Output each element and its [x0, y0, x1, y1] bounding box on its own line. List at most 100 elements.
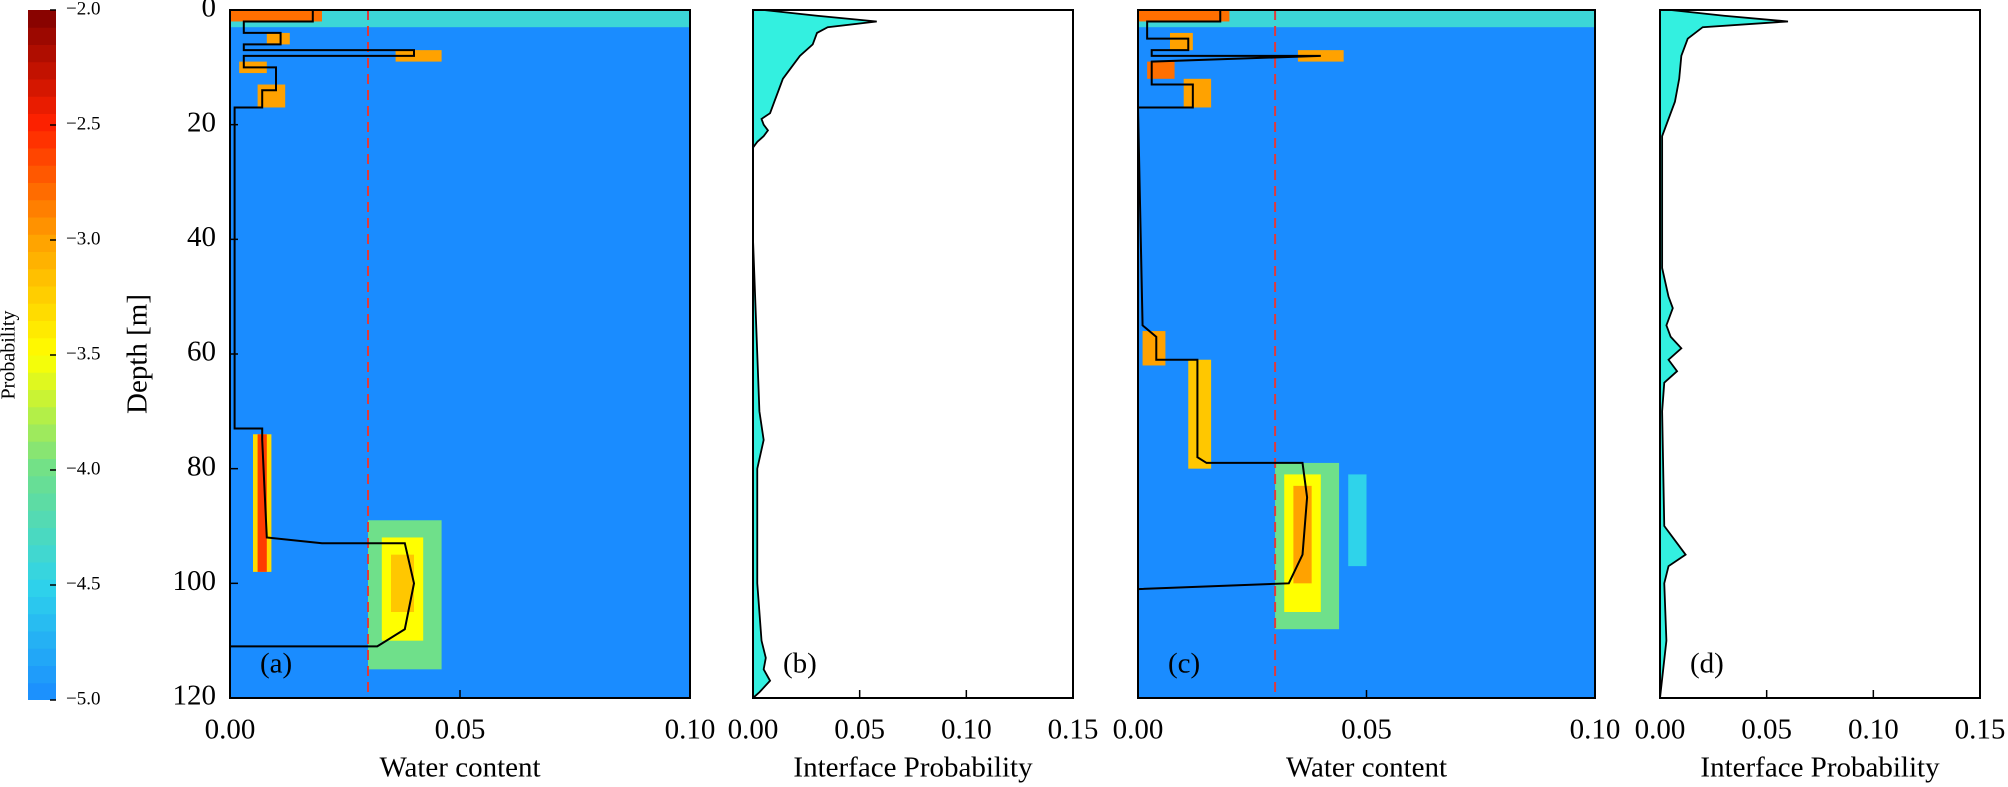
colorbar-segment — [28, 510, 56, 528]
y-tick-label: 100 — [173, 565, 217, 597]
x-axis-label: Water content — [379, 752, 540, 784]
colorbar-segment — [28, 682, 56, 700]
colorbar-segment — [28, 27, 56, 45]
colorbar-segment — [28, 579, 56, 597]
interface-probability-area — [753, 10, 877, 698]
colorbar-segment — [28, 199, 56, 218]
colorbar-segment — [28, 320, 56, 339]
interface-probability-area — [1660, 10, 1789, 698]
x-tick-label: 0.15 — [1955, 714, 2006, 746]
x-axis-label: Interface Probability — [793, 752, 1033, 784]
colorbar-segment — [28, 648, 56, 666]
colorbar-segment — [28, 113, 56, 132]
plot-area — [28, 10, 56, 700]
x-tick-label: 0.10 — [941, 714, 992, 746]
x-axis-label: Interface Probability — [1700, 752, 1940, 784]
heatmap-cell — [1188, 359, 1212, 469]
colorbar-segment — [28, 665, 56, 684]
heatmap-cell — [1147, 61, 1175, 79]
colorbar-segment — [28, 527, 56, 546]
colorbar-segment — [28, 303, 56, 321]
panel-label: (a) — [260, 648, 292, 680]
y-tick-label: 120 — [173, 680, 217, 712]
heatmap-cell — [1293, 485, 1312, 584]
colorbar-segment — [28, 96, 56, 114]
x-tick-label: 0.10 — [1848, 714, 1899, 746]
plot-area — [1138, 10, 1595, 698]
plot-area — [1660, 10, 1789, 698]
colorbar-segment — [28, 337, 56, 356]
x-tick-label: 0.05 — [435, 714, 486, 746]
frame — [1659, 9, 1981, 699]
x-tick-label: 0.10 — [665, 714, 716, 746]
colorbar-segment — [28, 596, 56, 615]
x-tick-label: 0.00 — [1635, 714, 1686, 746]
colorbar-segment — [28, 475, 56, 494]
panel-label: (b) — [783, 648, 817, 680]
y-tick-label: 20 — [187, 106, 216, 138]
x-tick-label: 0.15 — [1048, 714, 1099, 746]
x-tick-label: 0.05 — [1741, 714, 1792, 746]
colorbar-segment — [28, 234, 56, 252]
colorbar-segment — [28, 165, 56, 183]
x-axis-label: Water content — [1286, 752, 1447, 784]
heatmap-cell — [1169, 32, 1193, 51]
heatmap-background — [1138, 10, 1595, 698]
colorbar-segment — [28, 44, 56, 63]
plot-area — [753, 10, 877, 698]
y-tick-label: 80 — [187, 450, 216, 482]
colorbar-segment — [28, 10, 56, 28]
colorbar-segment — [28, 544, 56, 563]
colorbar-segment — [28, 406, 56, 425]
median-profile — [1138, 10, 1321, 591]
colorbar-segment — [28, 286, 56, 304]
heatmap-cell — [1138, 10, 1595, 28]
frame — [752, 9, 1074, 699]
colorbar-segment — [28, 61, 56, 80]
heatmap-background — [230, 10, 690, 698]
heatmap-cell — [391, 554, 414, 612]
plot-area — [230, 10, 690, 698]
colorbar-segment — [28, 631, 56, 649]
heatmap-cell — [230, 10, 322, 22]
heatmap-cell — [1348, 474, 1367, 567]
colorbar-label: Probability — [0, 311, 20, 400]
colorbar-segment — [28, 441, 56, 459]
colorbar-segment — [28, 458, 56, 477]
tick-label: −3.5 — [66, 343, 100, 364]
y-axis-label: Depth [m] — [122, 294, 154, 414]
colorbar-segment — [28, 372, 56, 390]
tick-label: −4.0 — [66, 458, 100, 479]
colorbar-segment — [28, 613, 56, 632]
x-tick-label: 0.00 — [1113, 714, 1164, 746]
heatmap-cell — [395, 50, 442, 62]
y-tick-label: 60 — [187, 336, 216, 368]
heatmap-cell — [257, 434, 267, 572]
x-tick-label: 0.00 — [205, 714, 256, 746]
colorbar-segment — [28, 79, 56, 97]
median-profile — [230, 10, 416, 648]
colorbar-segment — [28, 562, 56, 580]
colorbar-segment — [28, 355, 56, 373]
tick-label: −2.5 — [66, 113, 100, 134]
colorbar-segment — [28, 493, 56, 511]
x-tick-label: 0.10 — [1570, 714, 1621, 746]
heatmap-cell — [1138, 10, 1230, 22]
x-tick-label: 0.05 — [1341, 714, 1392, 746]
colorbar-segment — [28, 251, 56, 270]
colorbar-segment — [28, 268, 56, 287]
heatmap-cell — [1183, 78, 1212, 108]
x-tick-label: 0.00 — [728, 714, 779, 746]
colorbar-segment — [28, 424, 56, 442]
tick-label: −2.0 — [66, 0, 100, 19]
tick-label: −4.5 — [66, 573, 100, 594]
heatmap-cell — [230, 10, 690, 28]
y-tick-label: 40 — [187, 221, 216, 253]
colorbar-segment — [28, 182, 56, 201]
colorbar-segment — [28, 130, 56, 149]
panel-label: (d) — [1690, 648, 1724, 680]
heatmap-cell — [1142, 331, 1166, 366]
tick-label: −5.0 — [66, 688, 100, 709]
